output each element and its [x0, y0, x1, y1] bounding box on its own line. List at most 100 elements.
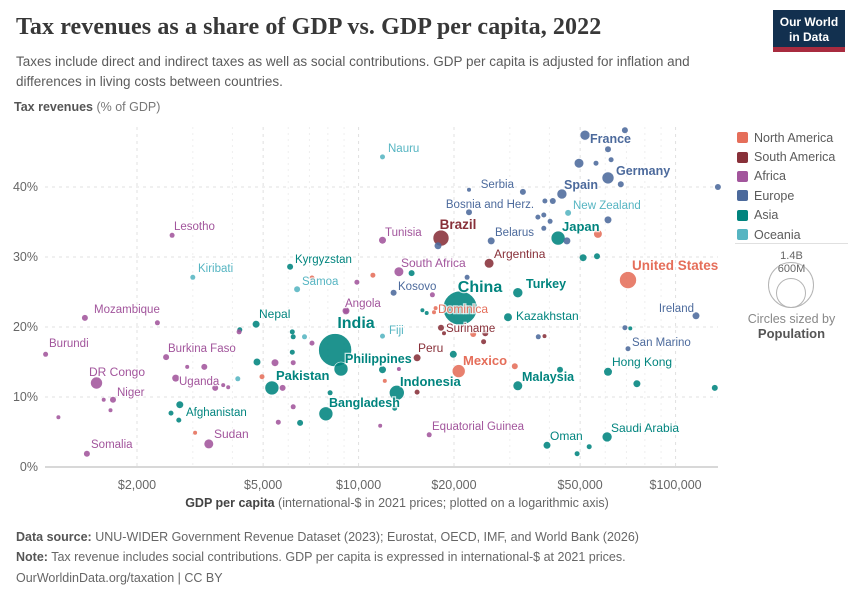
- data-point[interactable]: [579, 254, 587, 262]
- data-point-mexico[interactable]: Mexico: [451, 364, 466, 378]
- data-point[interactable]: [235, 376, 241, 382]
- data-point[interactable]: [379, 366, 386, 374]
- data-point-fiji[interactable]: Fiji: [380, 333, 385, 339]
- data-point[interactable]: [511, 363, 518, 370]
- data-point-nepal[interactable]: Nepal: [252, 320, 260, 328]
- data-point[interactable]: [429, 292, 435, 298]
- data-point[interactable]: [563, 237, 571, 245]
- data-point-samoa[interactable]: Samoa: [294, 286, 301, 293]
- data-point[interactable]: [604, 216, 612, 224]
- data-point[interactable]: [547, 218, 553, 224]
- data-point-kazakhstan[interactable]: Kazakhstan: [504, 313, 512, 322]
- data-point-dr-congo[interactable]: DR Congo: [90, 376, 103, 390]
- data-point[interactable]: [279, 384, 286, 391]
- data-point[interactable]: [481, 339, 487, 345]
- data-point[interactable]: [226, 385, 231, 390]
- data-point[interactable]: [297, 419, 304, 426]
- data-point[interactable]: [574, 451, 580, 457]
- data-point-new-zealand[interactable]: New Zealand: [565, 209, 572, 216]
- data-point[interactable]: [593, 229, 602, 238]
- data-point[interactable]: [408, 270, 415, 277]
- data-point[interactable]: [302, 334, 307, 340]
- data-point-uganda[interactable]: Uganda: [172, 374, 180, 382]
- data-point[interactable]: [442, 331, 446, 336]
- data-point-suriname[interactable]: Suriname: [438, 324, 444, 331]
- data-point-somalia[interactable]: Somalia: [83, 450, 90, 457]
- data-point-dominica[interactable]: Dominica: [433, 306, 438, 311]
- data-point-philippines[interactable]: Philippines: [333, 361, 349, 377]
- data-point-united-states[interactable]: United States: [619, 271, 637, 289]
- data-point[interactable]: [711, 384, 718, 391]
- data-point[interactable]: [253, 358, 261, 366]
- data-point-peru[interactable]: Peru: [413, 354, 421, 362]
- data-point-afghanistan[interactable]: Afghanistan: [176, 401, 184, 409]
- data-point[interactable]: [608, 157, 614, 163]
- legend-item-south-america[interactable]: South America: [737, 147, 849, 166]
- data-point-serbia[interactable]: Serbia: [519, 188, 526, 195]
- data-point[interactable]: [221, 383, 226, 388]
- data-point[interactable]: [574, 158, 584, 168]
- data-point[interactable]: [290, 404, 296, 410]
- data-point[interactable]: [633, 380, 641, 388]
- data-point-oman[interactable]: Oman: [543, 441, 551, 449]
- data-point-kosovo[interactable]: Kosovo: [390, 289, 397, 296]
- data-point[interactable]: [290, 360, 296, 366]
- data-point-pakistan[interactable]: Pakistan: [264, 380, 280, 396]
- data-point[interactable]: [593, 160, 599, 166]
- data-point-hong-kong[interactable]: Hong Kong: [604, 367, 612, 376]
- data-point[interactable]: [392, 405, 398, 411]
- data-point[interactable]: [628, 326, 633, 331]
- data-point[interactable]: [275, 419, 281, 425]
- data-point[interactable]: [259, 374, 265, 380]
- data-point[interactable]: [378, 423, 383, 428]
- data-point-nauru[interactable]: Nauru: [380, 154, 385, 160]
- data-point[interactable]: [56, 415, 61, 420]
- data-point-france[interactable]: France: [579, 129, 591, 141]
- data-point-burundi[interactable]: Burundi: [43, 351, 49, 357]
- data-point-spain[interactable]: Spain: [556, 188, 568, 200]
- owid-logo[interactable]: Our World in Data: [773, 10, 845, 52]
- data-point[interactable]: [482, 330, 489, 337]
- data-point-san-marino[interactable]: San Marino: [625, 346, 631, 352]
- data-point-lesotho[interactable]: Lesotho: [169, 232, 175, 238]
- data-point[interactable]: [420, 308, 425, 313]
- data-point[interactable]: [541, 212, 547, 218]
- data-point[interactable]: [535, 214, 541, 220]
- data-point[interactable]: [464, 274, 470, 280]
- data-point[interactable]: [617, 181, 624, 188]
- data-point[interactable]: [271, 359, 279, 367]
- owid-taxation-link[interactable]: OurWorldinData.org/taxation: [16, 570, 175, 585]
- data-point[interactable]: [434, 242, 442, 250]
- data-point[interactable]: [309, 340, 315, 346]
- data-point[interactable]: [176, 417, 182, 423]
- data-point[interactable]: [327, 390, 333, 396]
- data-point-argentina[interactable]: Argentina: [484, 258, 494, 268]
- data-point-bosnia-and-herz-[interactable]: Bosnia and Herz.: [466, 209, 472, 216]
- legend-item-north-america[interactable]: North America: [737, 128, 849, 147]
- data-point[interactable]: [414, 389, 420, 395]
- data-point-burkina-faso[interactable]: Burkina Faso: [163, 354, 170, 361]
- data-point[interactable]: [470, 331, 477, 337]
- data-point[interactable]: [467, 187, 471, 192]
- data-point[interactable]: [154, 320, 160, 326]
- data-point[interactable]: [424, 311, 429, 315]
- data-point[interactable]: [396, 367, 401, 371]
- data-point-tunisia[interactable]: Tunisia: [379, 236, 386, 244]
- data-point-kiribati[interactable]: Kiribati: [190, 274, 196, 280]
- data-point[interactable]: [541, 225, 547, 231]
- legend-item-asia[interactable]: Asia: [737, 206, 849, 225]
- data-point-turkey[interactable]: Turkey: [512, 287, 524, 299]
- data-point[interactable]: [354, 279, 360, 285]
- data-point[interactable]: [236, 329, 242, 335]
- data-point[interactable]: [549, 198, 556, 204]
- data-point[interactable]: [290, 334, 296, 340]
- data-point-saudi-arabia[interactable]: Saudi Arabia: [601, 431, 613, 443]
- data-point[interactable]: [185, 364, 190, 369]
- data-point[interactable]: [542, 198, 548, 204]
- data-point-ireland[interactable]: Ireland: [692, 312, 700, 320]
- data-point[interactable]: [542, 334, 547, 339]
- data-point[interactable]: [212, 384, 219, 391]
- data-point-germany[interactable]: Germany: [601, 171, 615, 185]
- data-point[interactable]: [594, 253, 600, 260]
- data-point[interactable]: [382, 378, 387, 383]
